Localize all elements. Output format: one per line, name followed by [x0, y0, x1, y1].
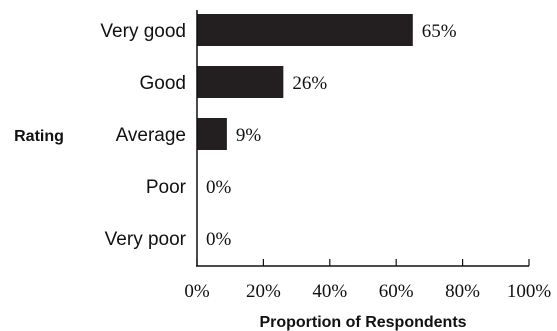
x-tick-label: 20% — [246, 281, 281, 302]
x-tick-label: 60% — [379, 281, 414, 302]
x-tick-label: 40% — [312, 281, 347, 302]
data-labels: 65% 26% 9% 0% 0% — [206, 21, 457, 250]
bars-layer — [197, 14, 413, 150]
x-axis-ticks: 0% 20% 40% 60% 80% 100% — [184, 259, 551, 302]
data-label: 0% — [206, 177, 232, 198]
category-label: Good — [140, 73, 186, 94]
bar-very-good — [197, 14, 413, 46]
data-label: 65% — [422, 21, 457, 42]
category-label: Poor — [146, 177, 187, 198]
bar-average — [197, 118, 227, 150]
axes — [196, 10, 529, 267]
category-label: Average — [116, 125, 186, 146]
x-axis-title: Proportion of Respondents — [259, 314, 466, 331]
data-label: 26% — [292, 73, 327, 94]
category-label: Very poor — [105, 229, 187, 250]
data-label: 0% — [206, 229, 232, 250]
bar-good — [197, 66, 284, 98]
x-tick-label: 80% — [445, 281, 480, 302]
x-tick-label: 0% — [184, 281, 210, 302]
x-tick-label: 100% — [507, 281, 552, 302]
data-label: 9% — [236, 125, 262, 146]
category-labels: Very good Good Average Poor Very poor — [100, 21, 186, 250]
category-label: Very good — [100, 21, 186, 42]
y-axis-title: Rating — [14, 128, 64, 145]
